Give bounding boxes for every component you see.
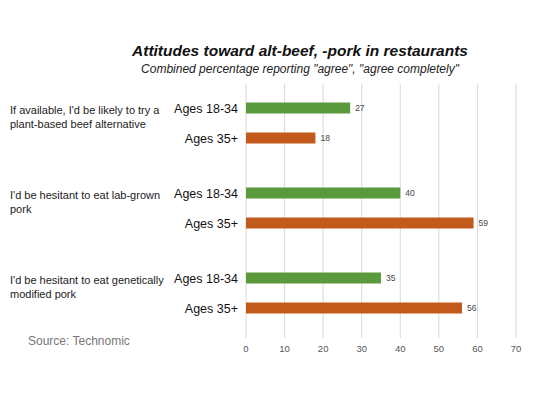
subtitle: Combined percentage reporting "agree", "… xyxy=(141,62,460,76)
tick-label: 70 xyxy=(511,343,522,354)
category-label: If available, I'd be likely to try a pla… xyxy=(10,104,163,131)
category-line: modified pork xyxy=(10,288,77,300)
grid-line xyxy=(477,84,478,338)
tick-label: 40 xyxy=(395,343,406,354)
bar xyxy=(246,273,381,284)
data-label: 35 xyxy=(386,273,396,283)
data-label: 40 xyxy=(405,188,415,198)
category-line: I'd be hesitant to eat genetically xyxy=(10,274,167,286)
grid-line xyxy=(438,84,439,338)
data-label: 27 xyxy=(355,103,365,113)
grid-line xyxy=(361,84,362,338)
tick-label: 30 xyxy=(356,343,367,354)
tick-label: 0 xyxy=(243,343,248,354)
bar xyxy=(246,303,462,314)
grid-line xyxy=(246,84,247,338)
tick-label: 50 xyxy=(434,343,445,354)
data-label: 56 xyxy=(467,303,477,313)
series-label: Ages 35+ xyxy=(185,217,238,231)
series-label: Ages 35+ xyxy=(185,132,238,146)
source: Source: Technomic xyxy=(28,334,130,348)
category-line: I'd be hesitant to eat lab-grown xyxy=(10,189,163,201)
grid-line xyxy=(284,84,285,338)
category-line: If available, I'd be likely to try a xyxy=(10,104,163,116)
chart: Attitudes toward alt-beef, -pork in rest… xyxy=(0,0,536,402)
series-label: Ages 18-34 xyxy=(174,272,238,286)
series-label: Ages 35+ xyxy=(185,302,238,316)
bar xyxy=(246,188,400,199)
tick-label: 60 xyxy=(472,343,483,354)
bar xyxy=(246,133,315,144)
data-label: 59 xyxy=(479,218,489,228)
tick-label: 10 xyxy=(279,343,290,354)
category-line: plant-based beef alternative xyxy=(10,118,146,130)
data-label: 18 xyxy=(320,133,330,143)
category-line: pork xyxy=(10,203,32,215)
category-label: I'd be hesitant to eat genetically modif… xyxy=(10,274,167,301)
bar xyxy=(246,103,350,114)
series-label: Ages 18-34 xyxy=(174,187,238,201)
tick-label: 20 xyxy=(318,343,329,354)
grid-line xyxy=(516,84,517,338)
series-label: Ages 18-34 xyxy=(174,102,238,116)
bar xyxy=(246,218,474,229)
category-label: I'd be hesitant to eat lab-grown pork xyxy=(10,189,163,216)
bars xyxy=(246,103,474,314)
title: Attitudes toward alt-beef, -pork in rest… xyxy=(131,42,468,59)
grid-line xyxy=(400,84,401,338)
grid-line xyxy=(323,84,324,338)
